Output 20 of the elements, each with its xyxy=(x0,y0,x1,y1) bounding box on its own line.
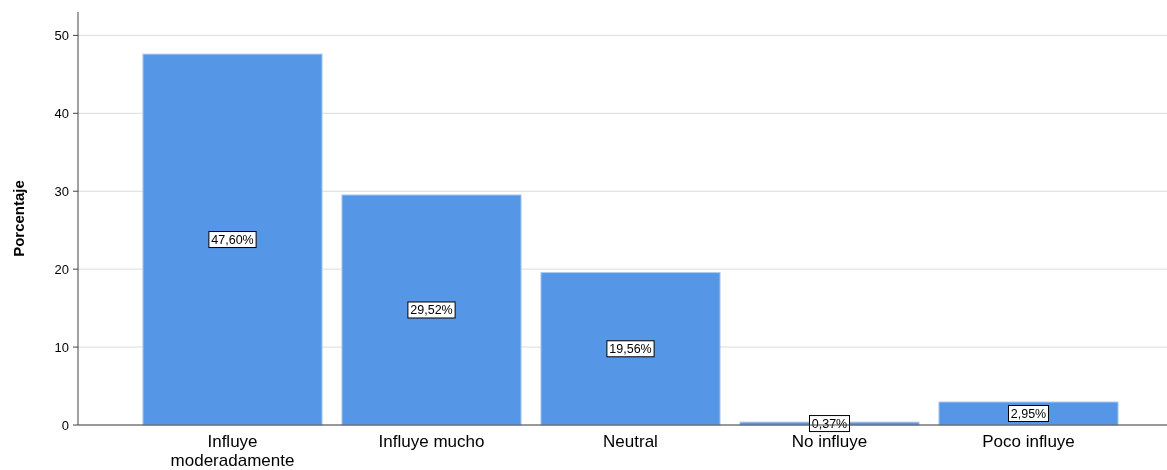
bar xyxy=(142,53,323,426)
y-tick-label: 40 xyxy=(54,105,69,121)
data-label: 29,52% xyxy=(410,303,453,318)
data-label: 0,37% xyxy=(811,417,848,432)
data-label: 19,56% xyxy=(609,342,652,357)
data-label: 2,95% xyxy=(1010,407,1047,422)
x-tick-label: No influye xyxy=(791,432,868,451)
bar xyxy=(341,194,522,426)
y-tick-label: 30 xyxy=(54,183,69,199)
y-tick-label: 10 xyxy=(54,339,69,355)
y-tick-label: 50 xyxy=(54,27,69,43)
y-tick-label: 20 xyxy=(54,261,69,277)
x-tick-label: Poco influye xyxy=(982,432,1075,451)
x-tick-label: Neutral xyxy=(603,432,658,451)
x-tick-label: Influye mucho xyxy=(378,432,485,451)
data-label: 47,60% xyxy=(211,233,254,248)
y-axis-title: Porcentaje xyxy=(10,180,27,257)
x-tick-label: Influye moderadamente xyxy=(170,432,295,470)
bar xyxy=(540,272,721,426)
y-tick-label: 0 xyxy=(61,417,69,433)
